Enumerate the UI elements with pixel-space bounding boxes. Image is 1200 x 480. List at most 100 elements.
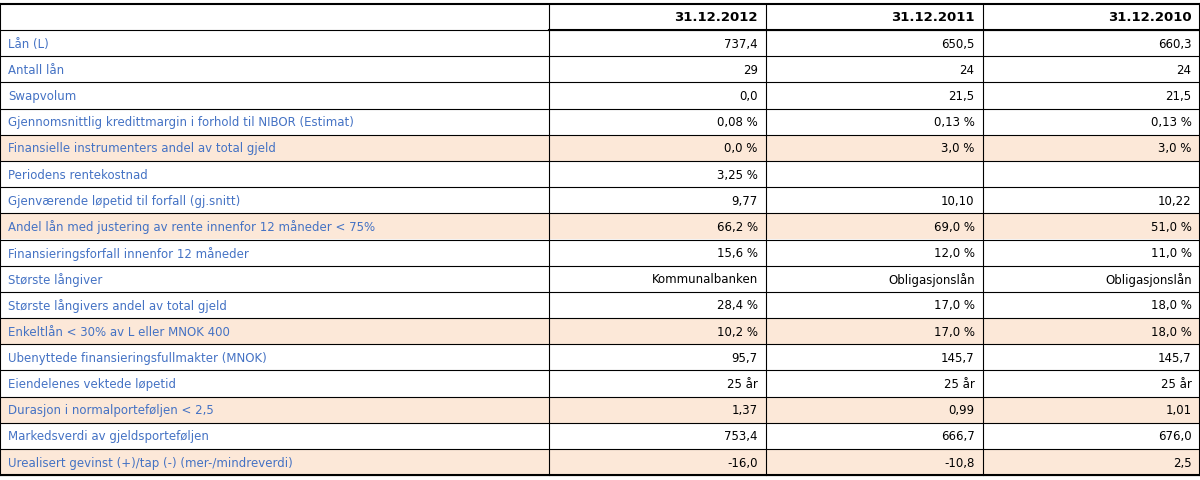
Text: Gjennomsnittlig kredittmargin i forhold til NIBOR (Estimat): Gjennomsnittlig kredittmargin i forhold … — [8, 116, 354, 129]
Bar — [550, 292, 766, 318]
Text: 17,0 %: 17,0 % — [934, 325, 974, 338]
Text: 15,6 %: 15,6 % — [716, 247, 757, 260]
Text: Største långivers andel av total gjeld: Største långivers andel av total gjeld — [8, 299, 227, 312]
Text: Finansieringsforfall innenfor 12 måneder: Finansieringsforfall innenfor 12 måneder — [8, 246, 250, 260]
Bar — [983, 214, 1200, 240]
Bar — [766, 109, 983, 135]
Bar — [983, 318, 1200, 345]
Bar — [983, 5, 1200, 31]
Text: 31.12.2012: 31.12.2012 — [674, 12, 757, 24]
Bar — [550, 31, 766, 57]
Text: 9,77: 9,77 — [731, 194, 757, 207]
Bar — [983, 371, 1200, 397]
Bar — [983, 162, 1200, 188]
Text: 3,0 %: 3,0 % — [941, 142, 974, 155]
Bar — [0, 240, 550, 266]
Bar — [550, 345, 766, 371]
Bar — [550, 449, 766, 475]
Bar — [983, 423, 1200, 449]
Bar — [0, 188, 550, 214]
Bar — [0, 214, 550, 240]
Text: Gjenværende løpetid til forfall (gj.snitt): Gjenværende løpetid til forfall (gj.snit… — [8, 194, 241, 207]
Bar — [0, 109, 550, 135]
Text: Enkeltlån < 30% av L eller MNOK 400: Enkeltlån < 30% av L eller MNOK 400 — [8, 325, 230, 338]
Bar — [766, 5, 983, 31]
Bar — [983, 345, 1200, 371]
Bar — [550, 266, 766, 292]
Text: 66,2 %: 66,2 % — [716, 220, 757, 233]
Text: Kommunalbanken: Kommunalbanken — [652, 273, 757, 286]
Text: 145,7: 145,7 — [941, 351, 974, 364]
Text: 3,25 %: 3,25 % — [716, 168, 757, 181]
Bar — [983, 292, 1200, 318]
Bar — [0, 292, 550, 318]
Text: Swapvolum: Swapvolum — [8, 90, 77, 103]
Text: Urealisert gevinst (+)/tap (-) (mer-/mindreverdi): Urealisert gevinst (+)/tap (-) (mer-/min… — [8, 456, 293, 468]
Bar — [0, 318, 550, 345]
Bar — [983, 135, 1200, 162]
Text: 18,0 %: 18,0 % — [1151, 325, 1192, 338]
Bar — [550, 423, 766, 449]
Bar — [766, 318, 983, 345]
Bar — [766, 397, 983, 423]
Text: 737,4: 737,4 — [724, 37, 757, 50]
Text: 29: 29 — [743, 64, 757, 77]
Text: -16,0: -16,0 — [727, 456, 757, 468]
Bar — [983, 240, 1200, 266]
Bar — [766, 266, 983, 292]
Text: 10,22: 10,22 — [1158, 194, 1192, 207]
Text: 21,5: 21,5 — [948, 90, 974, 103]
Text: 753,4: 753,4 — [724, 430, 757, 443]
Text: 1,01: 1,01 — [1165, 403, 1192, 416]
Bar — [550, 57, 766, 83]
Bar — [0, 57, 550, 83]
Text: 24: 24 — [960, 64, 974, 77]
Bar — [0, 449, 550, 475]
Text: 11,0 %: 11,0 % — [1151, 247, 1192, 260]
Text: 69,0 %: 69,0 % — [934, 220, 974, 233]
Bar — [550, 188, 766, 214]
Text: Durasjon i normalporteføljen < 2,5: Durasjon i normalporteføljen < 2,5 — [8, 403, 214, 416]
Text: 17,0 %: 17,0 % — [934, 299, 974, 312]
Bar — [766, 162, 983, 188]
Text: 0,13 %: 0,13 % — [934, 116, 974, 129]
Bar — [0, 371, 550, 397]
Text: 1,37: 1,37 — [732, 403, 757, 416]
Text: Antall lån: Antall lån — [8, 64, 65, 77]
Bar — [550, 162, 766, 188]
Text: Ubenyttede finansieringsfullmakter (MNOK): Ubenyttede finansieringsfullmakter (MNOK… — [8, 351, 268, 364]
Text: 0,0 %: 0,0 % — [725, 142, 757, 155]
Text: 10,2 %: 10,2 % — [716, 325, 757, 338]
Text: 25 år: 25 år — [727, 377, 757, 390]
Text: 0,08 %: 0,08 % — [716, 116, 757, 129]
Text: 660,3: 660,3 — [1158, 37, 1192, 50]
Bar — [983, 397, 1200, 423]
Bar — [550, 397, 766, 423]
Text: 31.12.2010: 31.12.2010 — [1108, 12, 1192, 24]
Bar — [983, 83, 1200, 109]
Text: 0,99: 0,99 — [948, 403, 974, 416]
Text: 145,7: 145,7 — [1158, 351, 1192, 364]
Bar — [983, 266, 1200, 292]
Text: 666,7: 666,7 — [941, 430, 974, 443]
Text: Andel lån med justering av rente innenfor 12 måneder < 75%: Andel lån med justering av rente innenfo… — [8, 220, 376, 234]
Bar — [983, 449, 1200, 475]
Bar — [766, 423, 983, 449]
Bar — [550, 109, 766, 135]
Bar — [0, 31, 550, 57]
Text: Finansielle instrumenters andel av total gjeld: Finansielle instrumenters andel av total… — [8, 142, 276, 155]
Text: -10,8: -10,8 — [944, 456, 974, 468]
Bar — [0, 397, 550, 423]
Bar — [550, 5, 766, 31]
Text: 51,0 %: 51,0 % — [1151, 220, 1192, 233]
Text: 24: 24 — [1176, 64, 1192, 77]
Bar — [0, 135, 550, 162]
Text: 650,5: 650,5 — [941, 37, 974, 50]
Bar — [0, 5, 550, 31]
Bar — [0, 162, 550, 188]
Bar — [766, 240, 983, 266]
Text: Markedsverdi av gjeldsporteføljen: Markedsverdi av gjeldsporteføljen — [8, 430, 209, 443]
Text: 0,0: 0,0 — [739, 90, 757, 103]
Bar — [550, 371, 766, 397]
Text: 25 år: 25 år — [1160, 377, 1192, 390]
